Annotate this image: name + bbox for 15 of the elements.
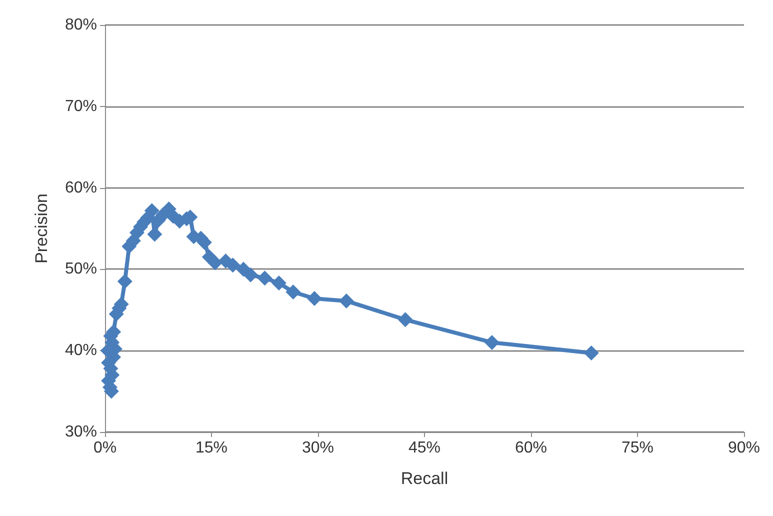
- y-tick-label: 70%: [64, 98, 97, 115]
- y-axis-title: Precision: [32, 194, 51, 264]
- x-tick-label: 60%: [514, 440, 548, 456]
- x-tick-label: 30%: [302, 440, 334, 456]
- x-axis-title: Recall: [400, 469, 448, 488]
- y-tick-label: 50%: [64, 260, 97, 278]
- x-tick-label: 0%: [93, 440, 117, 456]
- y-tick-label: 80%: [64, 16, 97, 34]
- y-tick-label: 60%: [64, 179, 97, 196]
- x-tick-label: 45%: [408, 440, 441, 456]
- x-tick-label: 15%: [195, 440, 228, 456]
- y-tick-label: 40%: [64, 342, 97, 360]
- x-tick-label: 75%: [621, 440, 654, 456]
- x-tick-label: 90%: [728, 440, 760, 456]
- y-tick-label: 30%: [64, 424, 97, 440]
